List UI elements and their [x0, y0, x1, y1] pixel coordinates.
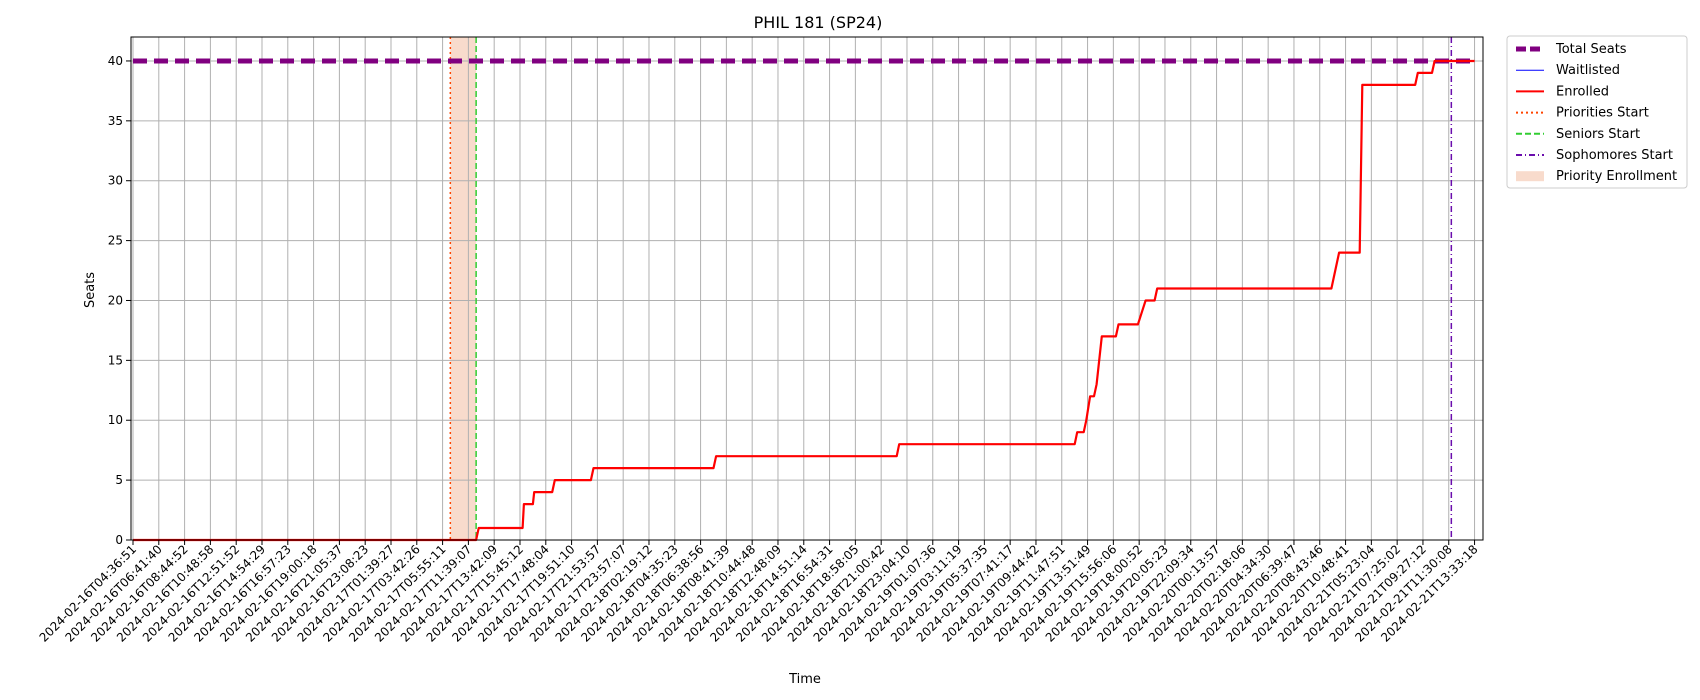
y-tick-label: 40	[108, 54, 123, 68]
legend-label: Total Seats	[1555, 42, 1627, 57]
x-axis-label: Time	[788, 672, 821, 687]
priority-enrollment-region	[450, 37, 477, 540]
y-tick-label: 35	[108, 114, 123, 128]
series-enrolled	[133, 59, 1475, 542]
legend-swatch-priority-enrollment	[1516, 171, 1544, 182]
y-tick-label: 15	[108, 353, 123, 367]
y-axis-label: Seats	[83, 272, 98, 308]
legend-label: Enrolled	[1556, 84, 1609, 99]
y-tick-label: 20	[108, 293, 123, 307]
legend-label: Priority Enrollment	[1556, 169, 1677, 184]
y-tick-label: 25	[108, 234, 123, 248]
y-tick-label: 30	[108, 174, 123, 188]
axes-frame	[130, 36, 1484, 541]
chart-title: PHIL 181 (SP24)	[754, 13, 883, 32]
y-tick-label: 0	[115, 533, 123, 547]
legend-label: Seniors Start	[1556, 127, 1640, 142]
y-tick-label: 10	[108, 413, 123, 427]
y-tick-label: 5	[115, 473, 123, 487]
legend-label: Waitlisted	[1556, 63, 1620, 78]
plot-area: 05101520253035402024-02-16T04:36:512024-…	[37, 36, 1484, 645]
legend-box	[1506, 35, 1688, 189]
legend: Total Seats Waitlisted Enrolled Priorities …	[1506, 35, 1688, 189]
legend-label: Sophomores Start	[1556, 148, 1673, 163]
legend-label: Priorities Start	[1556, 106, 1649, 121]
